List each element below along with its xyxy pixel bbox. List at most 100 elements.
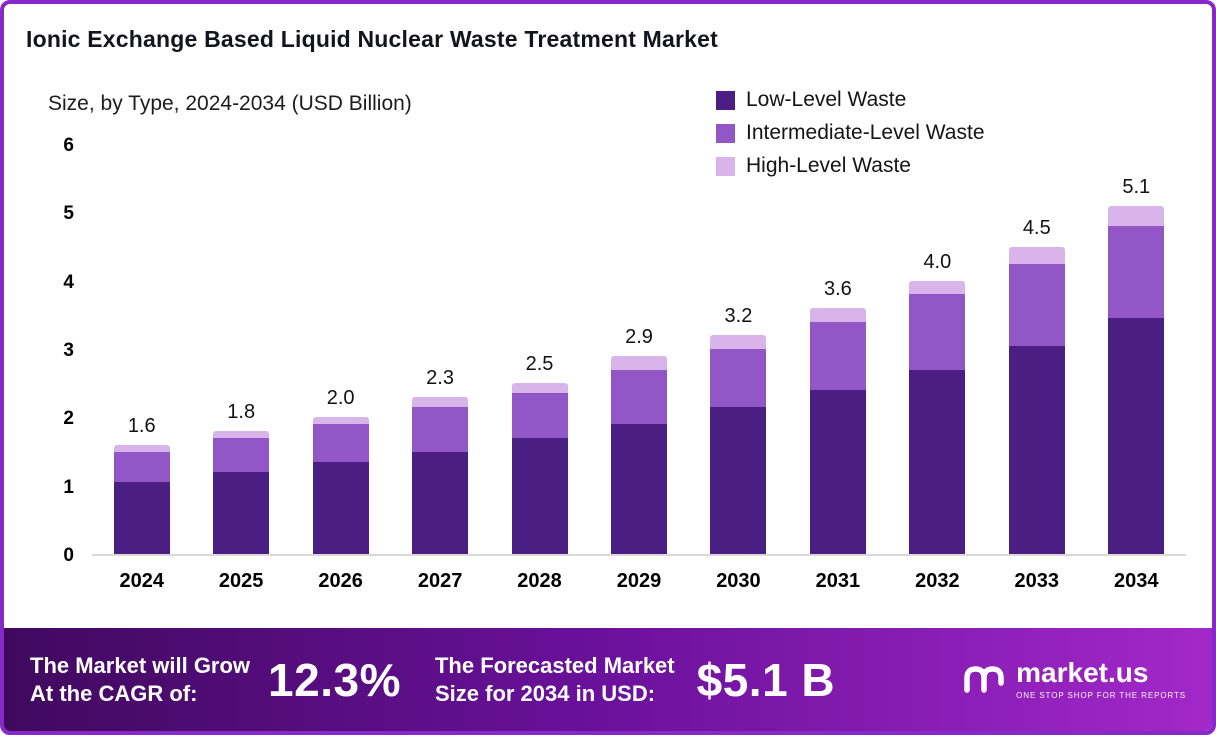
legend-swatch [716,123,735,143]
bar-stack [710,335,767,554]
plot-area: 1.6 1.8 2.0 2.3 2.5 2.9 3.2 3.6 4.0 4.5 5.1 [92,144,1186,556]
segment-intermediate-level-waste [412,407,469,452]
x-axis-label: 2027 [417,570,463,592]
bar-total-label: 2.9 [625,325,653,348]
segment-high-level-waste [610,355,667,370]
bar-group-2025: 1.8 [191,144,290,554]
forecast-label: The Forecasted Market Size for 2034 in U… [434,653,675,706]
logo-name: market.us [1016,657,1149,688]
bar-stack [909,280,966,554]
bar-group-2033: 4.5 [987,144,1086,554]
x-axis-label: 2025 [218,570,264,592]
y-tick-label: 2 [63,408,74,430]
bar-stack [1008,246,1065,554]
y-tick-label: 4 [63,271,74,293]
legend: Low-Level Waste Intermediate-Level Waste H… [716,88,985,178]
x-axis-label: 2030 [716,570,761,592]
bar-total-label: 5.1 [1122,175,1151,198]
bar-stack [113,444,170,554]
bar-group-2028: 2.5 [490,144,589,554]
segment-high-level-waste [113,444,170,452]
cagr-value: 12.3% [268,653,401,706]
segment-high-level-waste [1008,246,1065,264]
segment-low-level-waste [312,461,369,554]
segment-intermediate-level-waste [511,393,568,438]
segment-low-level-waste [909,369,966,554]
market-us-logo: market.us ONE STOP SHOP FOR THE REPORTS [960,657,1186,703]
segment-high-level-waste [511,383,568,394]
segment-high-level-waste [1108,205,1165,226]
bar-total-label: 3.6 [823,278,852,301]
segment-low-level-waste [511,437,568,554]
segment-intermediate-level-waste [113,451,170,483]
bar-group-2034: 5.1 [1087,144,1186,554]
x-axis-label: 2031 [815,570,861,592]
legend-label: High-Level Waste [746,154,911,177]
segment-high-level-waste [412,396,469,408]
segment-low-level-waste [213,472,270,554]
x-axis: 2024 2025 2026 2027 2028 2029 2030 2031 2032 2033… [92,570,1186,593]
x-axis-label: 2028 [517,570,562,592]
segment-high-level-waste [809,308,866,322]
x-axis-label: 2026 [318,570,363,592]
legend-label: Intermediate-Level Waste [746,121,985,144]
bar-stack [610,355,667,554]
logo-text-group: market.us ONE STOP SHOP FOR THE REPORTS [1016,657,1186,701]
y-tick-label: 6 [63,135,74,156]
market-us-logo-icon [964,665,1004,693]
y-tick-label: 0 [63,545,74,566]
bar-stack [412,396,469,554]
segment-intermediate-level-waste [610,369,667,425]
bar-group-2031: 3.6 [788,144,887,554]
logo-tagline: ONE STOP SHOP FOR THE REPORTS [1016,691,1186,700]
segment-intermediate-level-waste [809,321,866,390]
segment-intermediate-level-waste [213,437,270,472]
legend-swatch [716,156,735,176]
segment-high-level-waste [312,417,369,425]
bar-group-2030: 3.2 [689,144,788,554]
segment-intermediate-level-waste [1108,226,1165,319]
x-axis-label: 2029 [616,570,662,592]
footer-banner: The Market will Grow At the CAGR of: 12.… [4,628,1212,731]
segment-high-level-waste [909,280,966,295]
bar-total-label: 2.3 [426,366,454,389]
segment-high-level-waste [710,335,767,350]
legend-label: Low-Level Waste [746,88,907,111]
segment-low-level-waste [809,390,866,554]
bar-group-2027: 2.3 [390,144,489,554]
bar-total-label: 1.6 [127,414,156,437]
bar-group-2026: 2.0 [291,144,390,554]
bar-group-2029: 2.9 [589,144,688,554]
segment-low-level-waste [113,482,170,554]
legend-swatch [716,90,735,110]
x-axis-label: 2033 [1014,570,1060,592]
legend-item: High-Level Waste [716,154,985,178]
bar-group-2024: 1.6 [92,144,191,554]
bar-stack [511,383,568,554]
legend-item: Intermediate-Level Waste [716,121,985,145]
segment-low-level-waste [610,424,667,554]
bar-stack [312,417,369,554]
segment-high-level-waste [213,431,270,438]
y-tick-label: 5 [63,203,74,225]
bar-total-label: 2.5 [525,353,554,376]
legend-item: Low-Level Waste [716,88,985,112]
cagr-label: The Market will Grow At the CAGR of: [30,653,251,706]
segment-low-level-waste [1108,318,1165,554]
bar-group-2032: 4.0 [888,144,987,554]
chart-subtitle: Size, by Type, 2024-2034 (USD Billion) [48,92,412,115]
x-axis-label: 2034 [1114,570,1159,592]
forecast-value: $5.1 B [696,653,836,706]
x-axis-label: 2032 [915,570,960,592]
bar-stack [213,431,270,554]
bar-total-label: 1.8 [227,401,256,424]
segment-low-level-waste [1008,345,1065,554]
bar-total-label: 3.2 [724,305,753,328]
segment-intermediate-level-waste [710,349,767,408]
bar-total-label: 4.5 [1022,216,1051,239]
y-tick-label: 3 [63,340,74,361]
y-axis: 0 1 2 3 4 5 6 [4,135,80,566]
chart-title: Ionic Exchange Based Liquid Nuclear Wast… [26,26,718,52]
bar-stack [809,308,866,554]
